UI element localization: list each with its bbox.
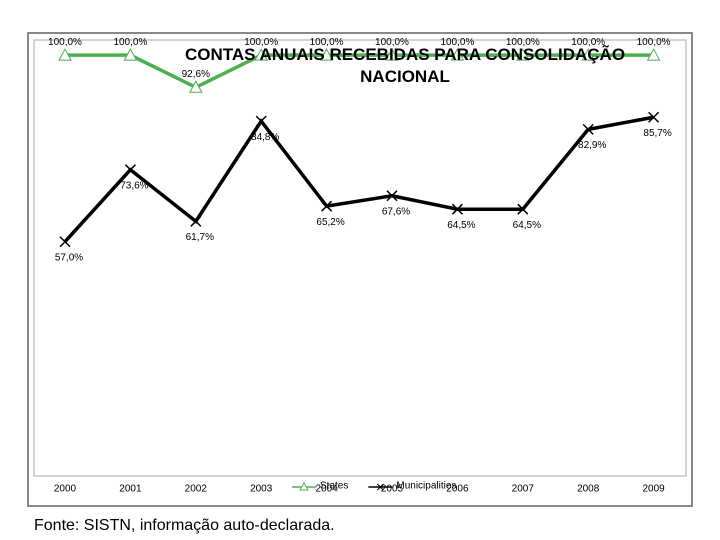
legend-marker [299,481,309,491]
data-label: 100,0% [571,37,605,48]
marker [582,123,594,135]
data-label: 64,5% [513,220,541,231]
series-line [65,53,654,90]
marker [321,200,333,212]
x-tick-label: 2002 [185,484,208,495]
data-label: 100,0% [506,37,540,48]
data-label: 57,0% [55,252,83,263]
marker [515,48,530,61]
x-tick-label: 2004 [315,484,338,495]
x-tick-label: 2007 [512,484,535,495]
x-tick-label: 2001 [119,484,142,495]
marker [190,215,202,227]
data-label: 73,6% [120,180,148,191]
marker [123,48,138,61]
legend-label: Municipalities [396,481,456,492]
data-label: 100,0% [244,37,278,48]
data-label: 67,6% [382,206,410,217]
marker [188,80,203,93]
x-tick-label: 2009 [642,484,665,495]
marker [450,48,465,61]
marker [517,203,529,215]
marker [648,111,660,123]
marker [386,190,398,202]
legend-label: States [320,481,348,492]
marker [581,48,596,61]
data-label: 100,0% [310,37,344,48]
marker [646,48,661,61]
data-label: 61,7% [186,232,214,243]
x-tick-label: 2008 [577,484,600,495]
data-label: 85,7% [643,128,671,139]
marker [255,115,267,127]
marker [58,48,72,61]
data-label: 92,6% [182,69,210,80]
marker [59,236,71,248]
data-label: 84,8% [251,132,279,143]
marker [254,48,269,61]
marker [385,48,399,61]
marker [451,203,463,215]
marker [319,48,334,61]
x-tick-label: 2003 [250,484,273,495]
source-note: Fonte: SISTN, informação auto-declarada. [34,517,335,534]
data-label: 82,9% [578,140,606,151]
legend-marker [377,483,384,491]
data-label: 64,5% [447,220,475,231]
chart-title: CONTAS ANUAIS RECEBIDAS PARA CONSOLIDAÇÃ… [184,45,626,86]
data-label: 65,2% [316,217,344,228]
x-tick-label: 2000 [54,484,77,495]
marker [124,164,136,176]
data-label: 100,0% [48,37,82,48]
data-label: 100,0% [113,37,147,48]
data-label: 100,0% [375,37,409,48]
data-label: 100,0% [637,37,671,48]
data-label: 100,0% [440,37,474,48]
plot-area [33,39,687,477]
x-tick-label: 2005 [381,484,404,495]
x-tick-label: 2006 [446,484,469,495]
series-line [63,115,654,243]
